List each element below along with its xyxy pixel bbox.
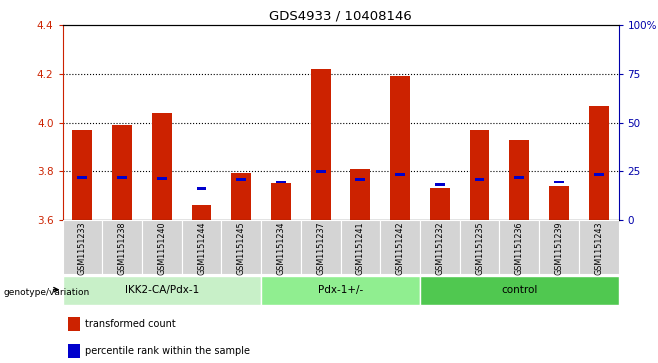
Text: GSM1151239: GSM1151239	[555, 221, 563, 275]
Text: Pdx-1+/-: Pdx-1+/-	[318, 285, 363, 295]
Bar	[579, 220, 619, 274]
Bar	[474, 178, 484, 181]
Bar	[355, 178, 365, 181]
Bar	[261, 276, 420, 305]
Bar	[117, 176, 127, 179]
Bar	[390, 76, 410, 220]
Bar	[157, 177, 166, 180]
Bar	[72, 130, 92, 220]
Bar	[380, 220, 420, 274]
Text: control: control	[501, 285, 538, 295]
Text: GSM1151233: GSM1151233	[78, 221, 87, 275]
Bar	[276, 180, 286, 183]
Title: GDS4933 / 10408146: GDS4933 / 10408146	[269, 10, 412, 23]
Text: GSM1151232: GSM1151232	[436, 221, 444, 275]
Text: GSM1151237: GSM1151237	[316, 221, 325, 275]
Bar	[236, 178, 246, 181]
Text: transformed count: transformed count	[85, 319, 176, 329]
Text: percentile rank within the sample: percentile rank within the sample	[85, 346, 250, 356]
Bar	[420, 220, 460, 274]
Bar	[182, 220, 221, 274]
Text: GSM1151235: GSM1151235	[475, 221, 484, 275]
Text: GSM1151245: GSM1151245	[237, 221, 245, 275]
Bar	[271, 183, 291, 220]
Bar	[152, 113, 172, 220]
Bar	[191, 205, 211, 220]
Bar	[78, 176, 88, 179]
Text: IKK2-CA/Pdx-1: IKK2-CA/Pdx-1	[124, 285, 199, 295]
Bar	[554, 180, 564, 183]
Bar	[112, 125, 132, 220]
Bar	[539, 220, 579, 274]
Bar	[435, 183, 445, 186]
Text: genotype/variation: genotype/variation	[3, 288, 89, 297]
Text: GSM1151234: GSM1151234	[276, 221, 286, 275]
Bar	[311, 69, 330, 220]
Bar	[68, 344, 80, 358]
Text: GSM1151243: GSM1151243	[594, 221, 603, 275]
Bar	[470, 130, 490, 220]
Bar	[499, 220, 539, 274]
Bar	[341, 220, 380, 274]
Bar	[63, 220, 102, 274]
Text: GSM1151242: GSM1151242	[395, 221, 405, 275]
Bar	[460, 220, 499, 274]
Text: GSM1151241: GSM1151241	[356, 221, 365, 275]
Text: GSM1151240: GSM1151240	[157, 221, 166, 275]
Bar	[395, 173, 405, 176]
Bar	[197, 187, 207, 189]
Bar	[102, 220, 142, 274]
Text: GSM1151238: GSM1151238	[118, 221, 126, 275]
Bar	[589, 106, 609, 220]
Bar	[316, 170, 326, 172]
Bar	[351, 169, 370, 220]
Bar	[430, 188, 449, 220]
Bar	[420, 276, 619, 305]
Bar	[301, 220, 340, 274]
Bar	[509, 139, 529, 220]
Text: GSM1151244: GSM1151244	[197, 221, 206, 275]
Bar	[261, 220, 301, 274]
Bar	[232, 174, 251, 220]
Bar	[515, 176, 524, 179]
Bar	[142, 220, 182, 274]
Bar	[549, 185, 569, 220]
Bar	[63, 276, 261, 305]
Bar	[68, 317, 80, 331]
Bar	[594, 173, 603, 176]
Bar	[221, 220, 261, 274]
Text: GSM1151236: GSM1151236	[515, 221, 524, 275]
